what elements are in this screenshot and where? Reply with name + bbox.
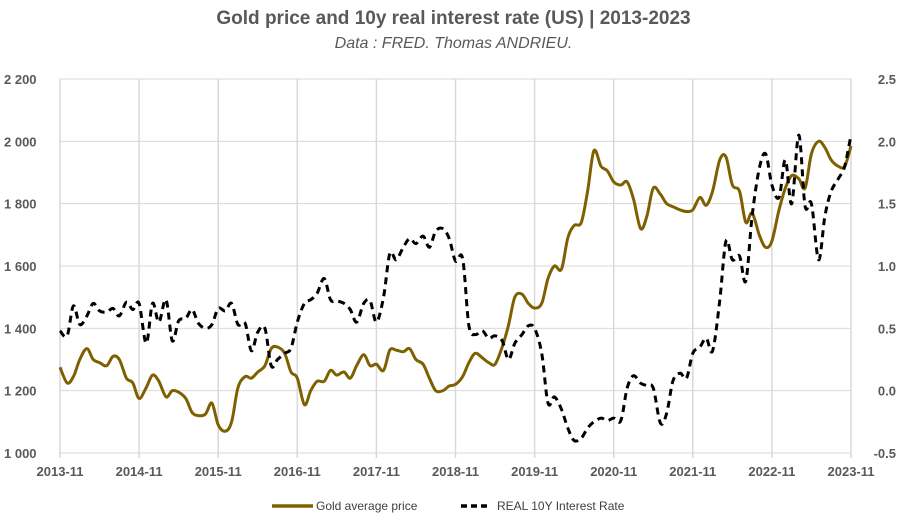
x-tick-label: 2021-11	[669, 464, 716, 479]
real-rate-line	[58, 133, 853, 443]
chart-title: Gold price and 10y real interest rate (U…	[216, 8, 691, 29]
x-tick-label: 2018-11	[432, 464, 479, 479]
x-tick-label: 2022-11	[748, 464, 795, 479]
right-tick-label: 2.5	[878, 72, 896, 87]
left-axis: 1 000 1 200 1 400 1 600 1 800 2 000 2 200	[4, 72, 37, 461]
left-tick-label: 1 000	[4, 446, 37, 461]
x-tick-label: 2020-11	[590, 464, 637, 479]
right-tick-label: 0.0	[878, 384, 896, 399]
right-axis: -0.5 0.0 0.5 1.0 1.5 2.0 2.5	[874, 72, 896, 461]
left-tick-label: 2 200	[4, 72, 37, 87]
right-tick-label: 1.0	[878, 259, 896, 274]
left-tick-label: 1 800	[4, 197, 37, 212]
left-tick-label: 1 400	[4, 321, 37, 336]
legend-label-gold: Gold average price	[316, 499, 418, 513]
x-tick-label: 2023-11	[828, 464, 875, 479]
right-tick-label: 1.5	[878, 197, 896, 212]
x-tick-label: 2016-11	[274, 464, 321, 479]
right-tick-label: 0.5	[878, 321, 896, 336]
left-tick-label: 1 600	[4, 259, 37, 274]
x-tick-label: 2015-11	[195, 464, 242, 479]
x-tick-label: 2019-11	[511, 464, 558, 479]
left-tick-label: 1 200	[4, 384, 37, 399]
x-axis: 2013-11 2014-11 2015-11 2016-11 2017-11 2018-…	[37, 464, 875, 479]
right-tick-label: 2.0	[878, 134, 896, 149]
legend: Gold average price REAL 10Y Interest Rat…	[272, 499, 625, 513]
gridlines	[59, 78, 852, 458]
gold-price-line	[58, 139, 853, 433]
x-tick-label: 2013-11	[37, 464, 84, 479]
legend-label-rate: REAL 10Y Interest Rate	[497, 499, 625, 513]
x-tick-label: 2014-11	[116, 464, 163, 479]
series-group	[58, 133, 853, 443]
x-tick-label: 2017-11	[353, 464, 400, 479]
chart-subtitle: Data : FRED. Thomas ANDRIEU.	[334, 35, 573, 52]
left-tick-label: 2 000	[4, 134, 37, 149]
right-tick-label: -0.5	[874, 446, 896, 461]
